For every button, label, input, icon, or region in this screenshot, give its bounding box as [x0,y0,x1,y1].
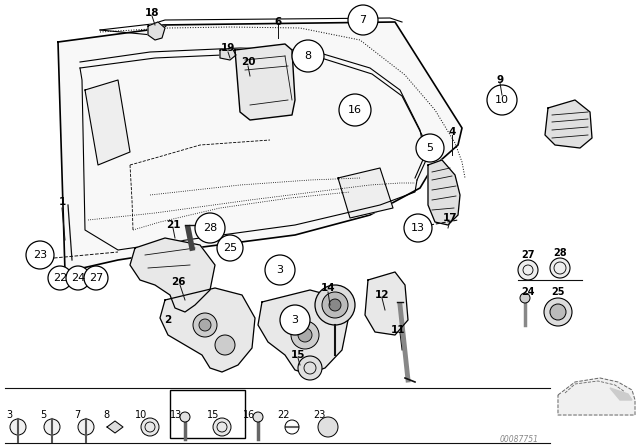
Text: 22: 22 [53,273,67,283]
Circle shape [26,241,54,269]
Text: 13: 13 [170,410,182,420]
Text: 00087751: 00087751 [500,435,539,444]
Text: 8: 8 [103,410,109,420]
Polygon shape [338,168,393,218]
Text: 5: 5 [40,410,46,420]
Text: 18: 18 [145,8,159,18]
Text: 24: 24 [71,273,85,283]
Circle shape [265,255,295,285]
Circle shape [78,419,94,435]
Text: 24: 24 [521,287,535,297]
Circle shape [280,305,310,335]
Text: 3: 3 [276,265,284,275]
Text: 10: 10 [135,410,147,420]
Text: 15: 15 [207,410,219,420]
Circle shape [339,94,371,126]
Circle shape [213,418,231,436]
Polygon shape [235,44,295,120]
Polygon shape [365,272,408,335]
Polygon shape [610,388,632,400]
Circle shape [544,298,572,326]
Text: 6: 6 [275,17,282,27]
Circle shape [348,5,378,35]
Circle shape [193,313,217,337]
Circle shape [253,412,263,422]
Text: 15: 15 [291,350,305,360]
Text: 28: 28 [203,223,217,233]
Text: 14: 14 [321,283,335,293]
Circle shape [520,293,530,303]
Circle shape [298,328,312,342]
Text: 25: 25 [223,243,237,253]
Text: 5: 5 [426,143,433,153]
Text: 17: 17 [443,213,458,223]
Circle shape [44,419,60,435]
Polygon shape [545,100,592,148]
Text: 1: 1 [58,197,66,207]
Bar [170,390,245,438]
Text: 22: 22 [276,410,289,420]
Text: 20: 20 [241,57,255,67]
Polygon shape [258,290,348,374]
Text: 3: 3 [291,315,298,325]
Circle shape [10,419,26,435]
Text: 21: 21 [166,220,180,230]
Text: 13: 13 [411,223,425,233]
Circle shape [329,299,341,311]
Circle shape [518,260,538,280]
Text: 10: 10 [495,95,509,105]
Text: 8: 8 [305,51,312,61]
Text: 9: 9 [497,75,504,85]
Circle shape [215,335,235,355]
Circle shape [416,134,444,162]
Text: 7: 7 [360,15,367,25]
Text: 16: 16 [243,410,255,420]
Polygon shape [85,80,130,165]
Circle shape [180,412,190,422]
Text: 16: 16 [348,105,362,115]
Circle shape [66,266,90,290]
Polygon shape [558,378,635,415]
Circle shape [84,266,108,290]
Polygon shape [160,288,255,372]
Polygon shape [148,22,165,40]
Text: 27: 27 [89,273,103,283]
Circle shape [48,266,72,290]
Text: 12: 12 [375,290,389,300]
Text: 27: 27 [521,250,535,260]
Circle shape [195,213,225,243]
Polygon shape [58,22,462,272]
Text: 11: 11 [391,325,405,335]
Text: 23: 23 [33,250,47,260]
Circle shape [318,417,338,437]
Text: 26: 26 [171,277,185,287]
Polygon shape [107,421,123,433]
Text: 3: 3 [6,410,12,420]
Circle shape [141,418,159,436]
Circle shape [550,258,570,278]
Polygon shape [130,238,215,312]
Text: 7: 7 [74,410,80,420]
Circle shape [322,292,348,318]
Text: 4: 4 [448,127,456,137]
Circle shape [199,319,211,331]
Circle shape [487,85,517,115]
Text: 2: 2 [164,315,172,325]
Circle shape [298,356,322,380]
Text: 25: 25 [551,287,564,297]
Circle shape [291,321,319,349]
Circle shape [292,40,324,72]
Polygon shape [220,48,236,60]
Polygon shape [428,160,460,225]
Circle shape [550,304,566,320]
Text: 19: 19 [221,43,235,53]
Text: 28: 28 [553,248,567,258]
Circle shape [404,214,432,242]
Text: 23: 23 [313,410,325,420]
Circle shape [315,285,355,325]
Circle shape [217,235,243,261]
